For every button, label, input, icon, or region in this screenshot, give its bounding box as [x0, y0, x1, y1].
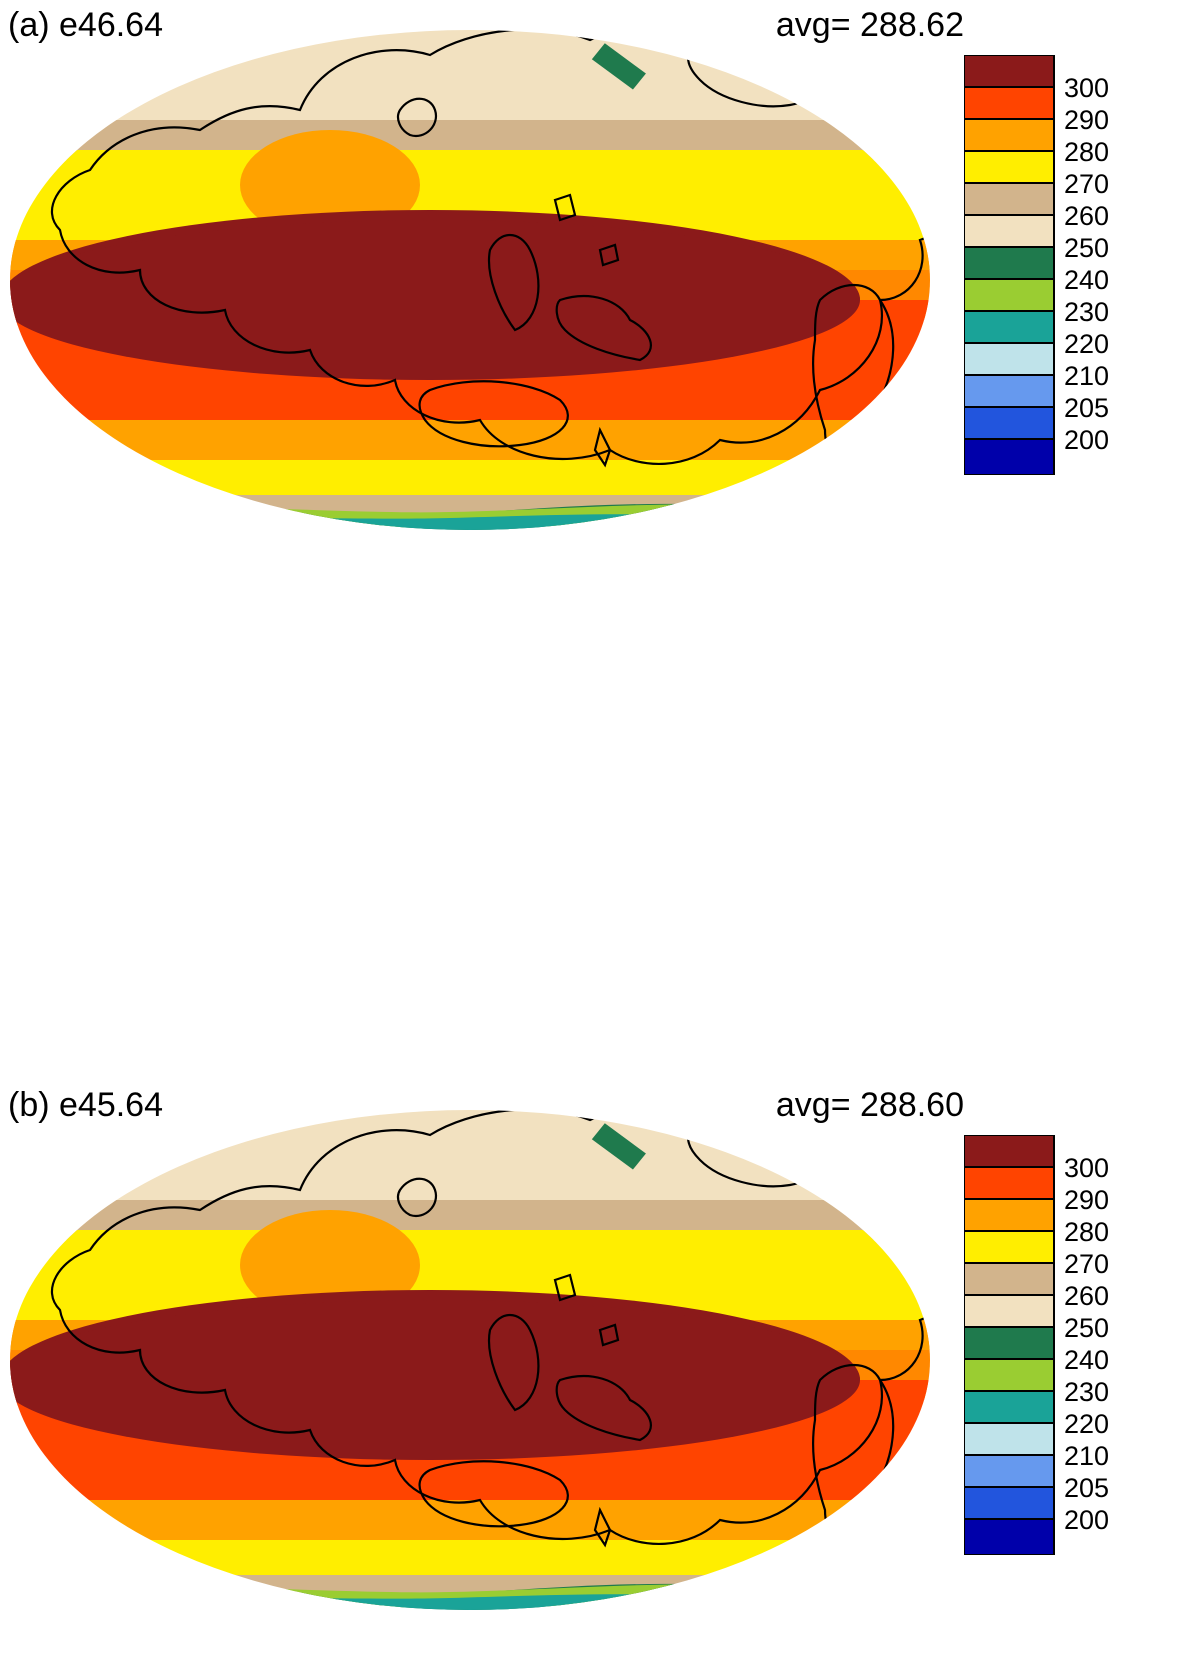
panel-a-map	[0, 0, 1000, 540]
cb-a-tick-250: 250	[1064, 233, 1109, 263]
cb-b-tick-205: 205	[1064, 1473, 1109, 1503]
cb-b-tick-270: 270	[1064, 1249, 1109, 1279]
panel-temperature-e4664: (a) e46.64 avg= 288.62	[0, 0, 1194, 540]
panel-b-map	[0, 1080, 1000, 1620]
cb-b-tick-230: 230	[1064, 1377, 1109, 1407]
cb-b-tick-280: 280	[1064, 1217, 1109, 1247]
cb-a-tick-205: 205	[1064, 393, 1109, 423]
cb-a-tick-280: 280	[1064, 137, 1109, 167]
cb-a-tick-210: 210	[1064, 361, 1109, 391]
cb-b-tick-210: 210	[1064, 1441, 1109, 1471]
cb-b-tick-250: 250	[1064, 1313, 1109, 1343]
cb-b-tick-220: 220	[1064, 1409, 1109, 1439]
cb-a-tick-300: 300	[1064, 73, 1109, 103]
panel-b-colorbar[interactable]: 300 290 280 270 260 250 240 230 220 210 …	[964, 1135, 1164, 1555]
cb-a-tick-270: 270	[1064, 169, 1109, 199]
cb-b-tick-290: 290	[1064, 1185, 1109, 1215]
cb-b-tick-200: 200	[1064, 1505, 1109, 1535]
cb-a-tick-290: 290	[1064, 105, 1109, 135]
cb-b-tick-300: 300	[1064, 1153, 1109, 1183]
cb-b-tick-260: 260	[1064, 1281, 1109, 1311]
cb-a-tick-220: 220	[1064, 329, 1109, 359]
colorbar-a-swatches	[964, 55, 1054, 475]
cb-a-tick-200: 200	[1064, 425, 1109, 455]
panel-temperature-e4564: (b) e45.64 avg= 288.60	[0, 1080, 1194, 1620]
cb-a-tick-240: 240	[1064, 265, 1109, 295]
cb-b-tick-240: 240	[1064, 1345, 1109, 1375]
panel-a-colorbar[interactable]: 300 290 280 270 260 250 240 230 220 210 …	[964, 55, 1164, 475]
colorbar-b-swatches	[964, 1135, 1054, 1555]
cb-a-tick-260: 260	[1064, 201, 1109, 231]
cb-a-tick-230: 230	[1064, 297, 1109, 327]
figure-page: { "panels": [ { "id": "panel-a", "label"…	[0, 0, 1194, 1677]
